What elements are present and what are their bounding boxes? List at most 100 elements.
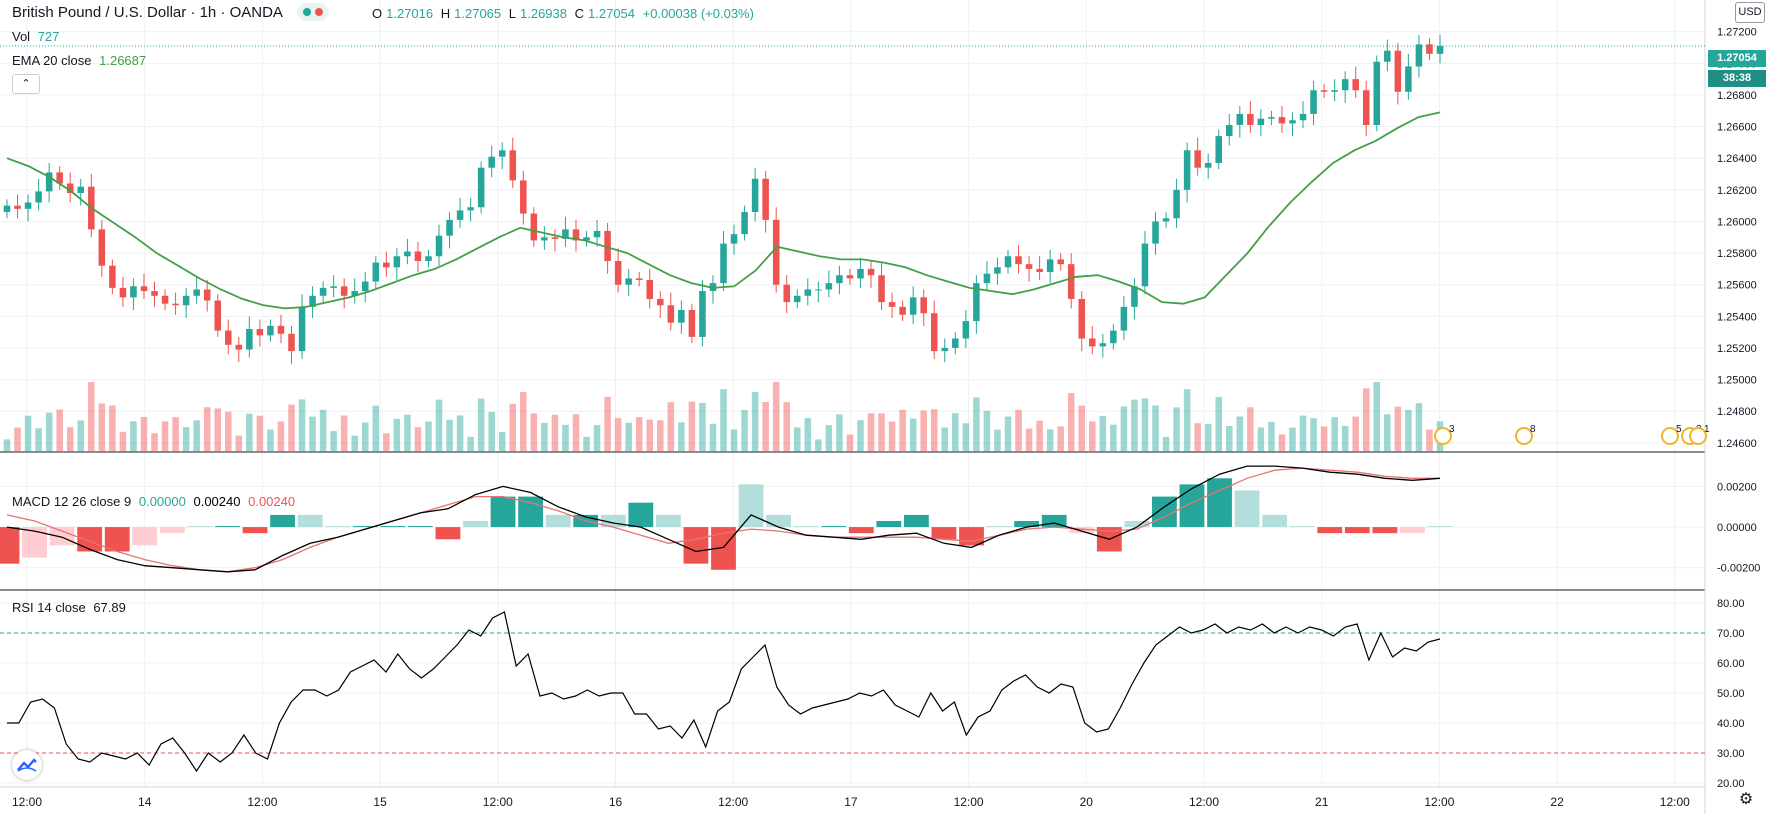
- x-tick-label: 21: [1315, 795, 1329, 809]
- market-status-badge[interactable]: [297, 3, 330, 22]
- macd-hist-bar: [545, 514, 571, 528]
- candle-body: [319, 287, 327, 296]
- macd-hist-bar: [1427, 526, 1453, 528]
- candle-body: [1099, 343, 1107, 347]
- candle-body: [678, 310, 685, 323]
- macd-tick-label: 0.00200: [1717, 481, 1757, 493]
- settings-gear-icon[interactable]: ⚙: [1738, 791, 1754, 808]
- volume-bar: [783, 402, 790, 452]
- volume-bar: [572, 414, 580, 452]
- x-tick-label: 22: [1550, 795, 1564, 809]
- volume-bar: [288, 404, 295, 452]
- macd-hist-bar: [904, 514, 929, 528]
- volume-bar: [1405, 409, 1412, 452]
- volume-bar: [383, 433, 390, 452]
- rsi-tick-label: 20.00: [1717, 778, 1745, 790]
- tradingview-logo-icon[interactable]: [12, 750, 42, 780]
- candle-body: [1299, 113, 1307, 121]
- macd-hist-bar: [1372, 527, 1398, 534]
- volume-bar: [994, 429, 1001, 452]
- ema-line: [6, 111, 1441, 310]
- event-count-label: 3: [1449, 424, 1455, 435]
- volume-bar: [330, 431, 337, 452]
- volume-bar: [1015, 409, 1022, 452]
- candle-body: [393, 256, 401, 268]
- volume-bar: [899, 409, 906, 452]
- volume-bar: [393, 418, 401, 452]
- volume-bar: [1025, 428, 1033, 452]
- volume-bar: [815, 439, 822, 452]
- volume-bar: [88, 382, 95, 452]
- candle-body: [1352, 79, 1359, 91]
- candle-body: [625, 278, 632, 285]
- candle-body: [1278, 117, 1286, 124]
- price-tick-label: 1.26800: [1717, 90, 1757, 102]
- candle-body: [214, 300, 222, 331]
- x-tick-label: 12:00: [1189, 795, 1219, 809]
- candle-body: [1046, 259, 1054, 273]
- volume-bar: [1110, 424, 1117, 452]
- candle-body: [404, 251, 411, 257]
- volume-bar: [277, 421, 285, 452]
- symbol-text: British Pound / U.S. Dollar · 1h · OANDA: [12, 4, 283, 21]
- event-count-label: 8: [1530, 424, 1536, 435]
- x-tick-label: 12:00: [1424, 795, 1454, 809]
- candle-body: [614, 260, 622, 285]
- candle-body: [372, 262, 380, 282]
- volume-bar: [372, 405, 380, 452]
- candle-body: [1152, 221, 1159, 244]
- macd-legend[interactable]: MACD 12 26 close 9 0.00000 0.00240 0.002…: [12, 494, 299, 509]
- macd-hist-bar: [490, 496, 516, 528]
- candle-body: [1257, 118, 1265, 126]
- volume-legend[interactable]: Vol 727: [12, 29, 63, 44]
- rsi-value: 67.89: [93, 600, 126, 615]
- candle-body: [1405, 66, 1412, 92]
- volume-bar: [878, 413, 885, 452]
- rsi-legend[interactable]: RSI 14 close 67.89: [12, 600, 130, 615]
- volume-bar: [741, 410, 748, 452]
- candle-body: [635, 278, 643, 280]
- volume-bar: [109, 405, 116, 452]
- volume-bar: [498, 432, 506, 452]
- rsi-label: RSI 14 close: [12, 600, 86, 615]
- economic-event-icon: [1689, 427, 1707, 445]
- volume-bar: [1204, 423, 1212, 452]
- currency-button[interactable]: USD: [1735, 2, 1765, 23]
- macd-hist-bar: [1207, 478, 1232, 528]
- candle-body: [1268, 117, 1275, 119]
- candle-body: [456, 210, 464, 220]
- candle-body: [930, 313, 938, 352]
- candle-body: [1110, 330, 1117, 344]
- x-tick-label: 17: [844, 795, 858, 809]
- price-tick-label: 1.25400: [1717, 311, 1757, 323]
- macd-hist-bar: [22, 527, 47, 558]
- candle-body: [161, 295, 169, 304]
- macd-line: [6, 465, 1441, 573]
- price-tick-label: 1.25800: [1717, 248, 1757, 260]
- macd-hist-bar: [352, 526, 378, 528]
- open-label: O: [372, 6, 383, 21]
- macd-hist-bar: [1234, 490, 1260, 528]
- logo-cloud-icon: [17, 758, 37, 772]
- macd-hist-bar: [1400, 527, 1425, 534]
- candle-body: [1004, 256, 1012, 268]
- ema-legend[interactable]: EMA 20 close 1.26687: [12, 53, 150, 68]
- candle-body: [246, 328, 253, 350]
- x-tick-label: 12:00: [247, 795, 277, 809]
- macd-hist-bar: [297, 514, 323, 528]
- candle-body: [288, 333, 295, 352]
- volume-bar: [520, 391, 527, 452]
- candle-body: [572, 229, 580, 241]
- candle-body: [330, 286, 337, 288]
- collapse-legend-button[interactable]: ⌃: [12, 74, 40, 94]
- candle-body: [1341, 79, 1349, 91]
- candle-body: [909, 297, 917, 315]
- x-tick-label: 12:00: [954, 795, 984, 809]
- volume-bar: [1141, 398, 1149, 452]
- candle-body: [815, 289, 822, 291]
- price-tick-label: 1.26600: [1717, 122, 1757, 134]
- volume-bar: [1310, 418, 1317, 452]
- macd-tick-label: -0.00200: [1717, 563, 1760, 575]
